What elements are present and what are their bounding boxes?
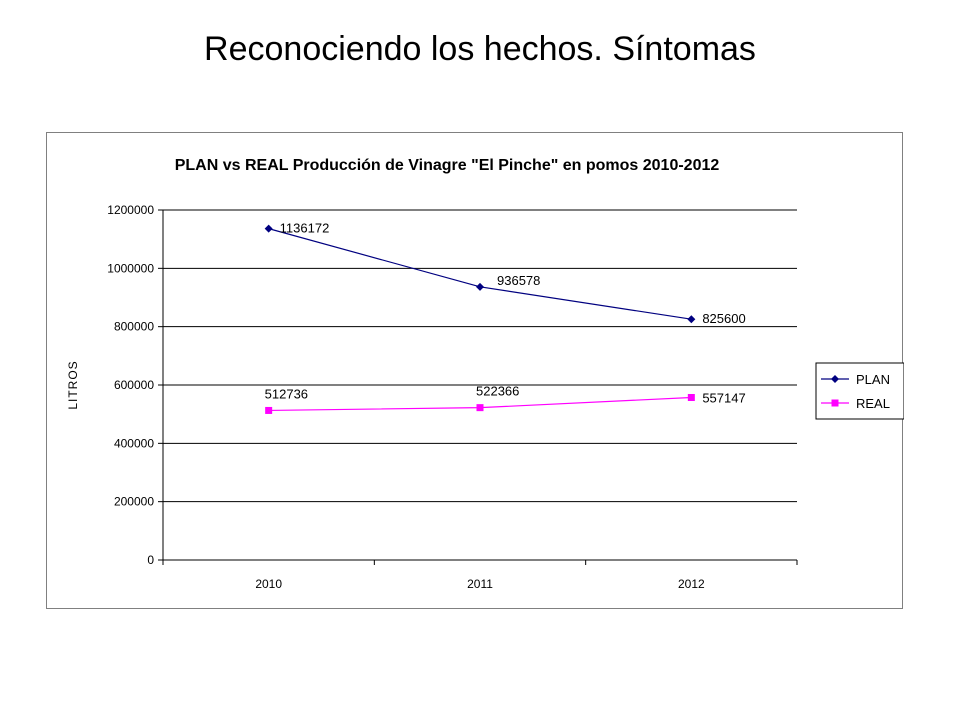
data-label-plan: 825600 xyxy=(702,311,745,326)
legend-box xyxy=(815,362,904,420)
y-tick-label: 0 xyxy=(147,553,154,567)
data-point-real xyxy=(265,406,273,414)
y-axis-label: LITROS xyxy=(66,360,80,409)
data-point-plan xyxy=(476,282,484,291)
data-label-plan: 936578 xyxy=(497,273,540,288)
data-point-real xyxy=(687,393,695,401)
data-label-real: 557147 xyxy=(702,390,745,405)
data-label-real: 512736 xyxy=(265,386,308,401)
x-tick-label: 2010 xyxy=(255,577,282,591)
line-chart: PLAN vs REAL Producción de Vinagre "El P… xyxy=(66,157,904,591)
legend-marker-plan xyxy=(831,375,839,383)
x-tick-label: 2011 xyxy=(467,577,493,591)
legend-marker-real xyxy=(831,399,839,407)
data-point-plan xyxy=(264,224,273,233)
y-tick-label: 200000 xyxy=(114,495,154,509)
x-tick-label: 2012 xyxy=(678,577,705,591)
data-point-plan xyxy=(687,315,696,324)
data-point-real xyxy=(476,404,484,412)
y-tick-label: 400000 xyxy=(114,436,154,450)
chart-container: PLAN vs REAL Producción de Vinagre "El P… xyxy=(46,132,904,609)
y-tick-label: 1000000 xyxy=(107,261,154,275)
legend-label-plan: PLAN xyxy=(856,372,890,387)
data-label-real: 522366 xyxy=(476,384,519,399)
series-line-plan xyxy=(268,228,692,320)
y-tick-label: 600000 xyxy=(114,378,154,392)
y-tick-label: 1200000 xyxy=(107,203,154,217)
y-tick-label: 800000 xyxy=(114,320,154,334)
legend-label-real: REAL xyxy=(856,396,890,411)
chart-title: PLAN vs REAL Producción de Vinagre "El P… xyxy=(175,157,720,174)
slide-title: Reconociendo los hechos. Síntomas xyxy=(204,30,756,68)
data-label-plan: 1136172 xyxy=(280,221,330,236)
